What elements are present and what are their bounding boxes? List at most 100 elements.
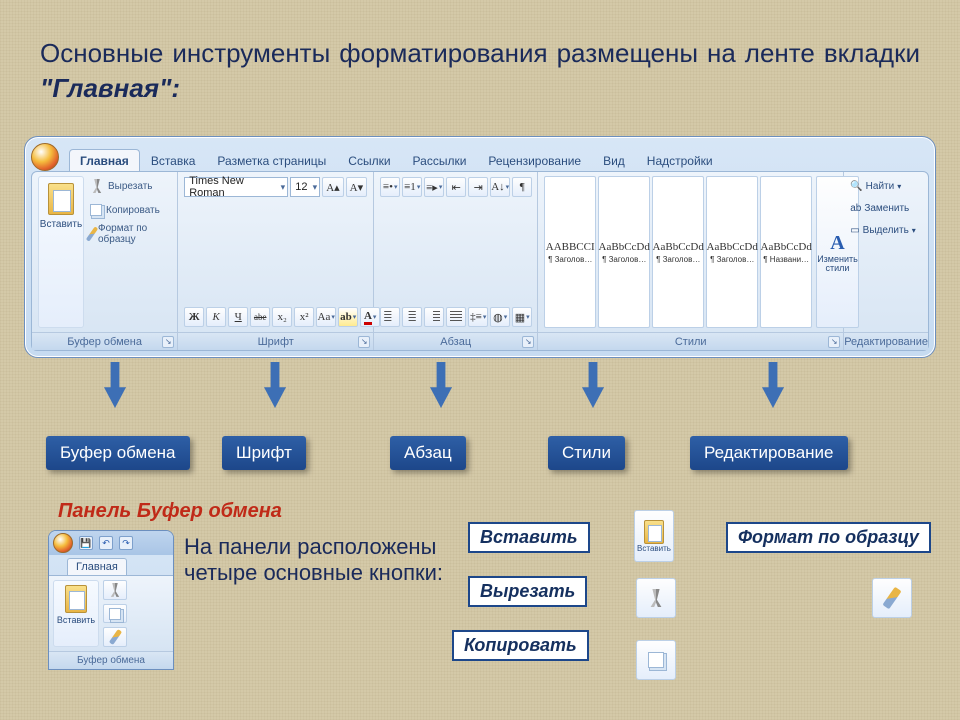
callout-styles: Стили — [548, 436, 625, 470]
indent-dec-button[interactable]: ⇤ — [446, 177, 466, 197]
group-clipboard-label: Буфер обмена↘ — [32, 332, 177, 350]
label-copy: Копировать — [452, 630, 589, 661]
show-marks-button[interactable]: ¶ — [512, 177, 532, 197]
mini-paste-button[interactable]: Вставить — [53, 580, 99, 647]
clipboard-launcher[interactable]: ↘ — [162, 336, 174, 348]
paste-button[interactable]: Вставить — [38, 176, 84, 328]
office-button[interactable] — [31, 143, 59, 171]
multilevel-button[interactable]: ≡▸ — [424, 177, 444, 197]
group-paragraph-label: Абзац↘ — [374, 332, 537, 350]
font-launcher[interactable]: ↘ — [358, 336, 370, 348]
align-left-button[interactable] — [380, 307, 400, 327]
mini-ribbon: 💾 ↶ ↷ Главная Вставить Буфер обмена — [48, 530, 174, 670]
replace-icon: ab — [850, 203, 861, 214]
shrink-font-button[interactable]: A▾ — [346, 177, 367, 197]
style-card[interactable]: AaBbCcDd¶ Заголов… — [652, 176, 704, 328]
label-format: Формат по образцу — [726, 522, 931, 553]
find-button[interactable]: 🔍Найти▾ — [850, 176, 922, 196]
callout-paragraph: Абзац — [390, 436, 466, 470]
label-paste: Вставить — [468, 522, 590, 553]
bullets-button[interactable]: ≡• — [380, 177, 400, 197]
mini-cut-button[interactable] — [103, 580, 127, 600]
tab-addins[interactable]: Надстройки — [636, 149, 724, 171]
group-clipboard: Вставить Вырезать Копировать Формат по о… — [32, 172, 178, 350]
replace-button[interactable]: abЗаменить — [850, 198, 922, 218]
qat-save-button[interactable]: 💾 — [79, 536, 93, 550]
strike-button[interactable]: abe — [250, 307, 270, 327]
cut-icon — [647, 589, 665, 607]
lower-format-button[interactable] — [872, 578, 912, 618]
paste-icon — [65, 585, 87, 613]
italic-button[interactable]: К — [206, 307, 226, 327]
paste-icon — [48, 183, 74, 215]
copy-icon — [90, 204, 102, 216]
arrow-down-icon — [264, 362, 286, 408]
shading-button[interactable]: ◍ — [490, 307, 510, 327]
highlight-button[interactable]: ab — [338, 307, 358, 327]
group-editing: 🔍Найти▾ abЗаменить ▭Выделить▾ Редактиров… — [844, 172, 928, 350]
para-launcher[interactable]: ↘ — [522, 336, 534, 348]
brush-icon — [882, 587, 901, 610]
style-card[interactable]: AaBbCcDd¶ Заголов… — [706, 176, 758, 328]
bold-button[interactable]: Ж — [184, 307, 204, 327]
font-size-combo[interactable]: 12 — [290, 177, 320, 197]
tab-home[interactable]: Главная — [69, 149, 140, 171]
justify-button[interactable] — [446, 307, 466, 327]
group-styles-label: Стили↘ — [538, 332, 843, 350]
subscript-button[interactable]: x₂ — [272, 307, 292, 327]
arrow-down-icon — [104, 362, 126, 408]
mini-copy-button[interactable] — [103, 604, 127, 624]
ribbon: Главная Вставка Разметка страницы Ссылки… — [24, 136, 936, 358]
ribbon-body: Вставить Вырезать Копировать Формат по о… — [31, 171, 929, 351]
tab-references[interactable]: Ссылки — [337, 149, 401, 171]
indent-inc-button[interactable]: ⇥ — [468, 177, 488, 197]
lower-copy-button[interactable] — [636, 640, 676, 680]
format-painter-button[interactable]: Формат по образцу — [88, 224, 171, 244]
styles-gallery[interactable]: AABBCCI¶ Заголов… AaBbCcDd¶ Заголов… AaB… — [544, 176, 812, 328]
tab-review[interactable]: Рецензирование — [477, 149, 592, 171]
paste-label: Вставить — [40, 219, 82, 230]
mini-tab-home[interactable]: Главная — [67, 558, 127, 575]
font-name-combo[interactable]: Times New Roman — [184, 177, 288, 197]
tab-pagelayout[interactable]: Разметка страницы — [206, 149, 337, 171]
panel-title: Панель Буфер обмена — [58, 500, 282, 523]
cut-button[interactable]: Вырезать — [88, 176, 171, 196]
lower-paste-button[interactable]: Вставить — [634, 510, 674, 562]
label-cut: Вырезать — [468, 576, 587, 607]
grow-font-button[interactable]: A▴ — [322, 177, 343, 197]
mini-group-label: Буфер обмена — [49, 651, 173, 669]
align-center-icon — [406, 311, 418, 323]
sort-button[interactable]: A↓ — [490, 177, 510, 197]
group-font: Times New Roman 12 A▴ A▾ Ж К Ч abe x₂ x²… — [178, 172, 374, 350]
qat-redo-button[interactable]: ↷ — [119, 536, 133, 550]
brush-icon — [108, 629, 121, 645]
superscript-button[interactable]: x² — [294, 307, 314, 327]
change-styles-icon: A — [830, 232, 844, 255]
numbering-button[interactable]: ≡1 — [402, 177, 422, 197]
borders-button[interactable]: ▦ — [512, 307, 532, 327]
tab-insert[interactable]: Вставка — [140, 149, 207, 171]
tab-view[interactable]: Вид — [592, 149, 636, 171]
change-case-button[interactable]: Aa — [316, 307, 336, 327]
select-button[interactable]: ▭Выделить▾ — [850, 220, 922, 240]
styles-launcher[interactable]: ↘ — [828, 336, 840, 348]
style-card[interactable]: AaBbCcDd¶ Названи… — [760, 176, 812, 328]
office-button[interactable] — [53, 533, 73, 553]
align-center-button[interactable] — [402, 307, 422, 327]
lower-cut-button[interactable] — [636, 578, 676, 618]
style-card[interactable]: AaBbCcDd¶ Заголов… — [598, 176, 650, 328]
callout-clipboard: Буфер обмена — [46, 436, 190, 470]
underline-button[interactable]: Ч — [228, 307, 248, 327]
style-card[interactable]: AABBCCI¶ Заголов… — [544, 176, 596, 328]
align-left-icon — [384, 311, 396, 323]
cut-icon — [108, 583, 122, 597]
qat-undo-button[interactable]: ↶ — [99, 536, 113, 550]
copy-icon — [648, 652, 664, 668]
align-right-button[interactable] — [424, 307, 444, 327]
tab-mailings[interactable]: Рассылки — [402, 149, 478, 171]
copy-button[interactable]: Копировать — [88, 200, 171, 220]
line-spacing-button[interactable]: ‡≡ — [468, 307, 488, 327]
intro-part1: Основные инструменты форматирования разм… — [40, 38, 920, 68]
group-paragraph: ≡• ≡1 ≡▸ ⇤ ⇥ A↓ ¶ ‡≡ ◍ — [374, 172, 538, 350]
mini-format-button[interactable] — [103, 627, 127, 647]
